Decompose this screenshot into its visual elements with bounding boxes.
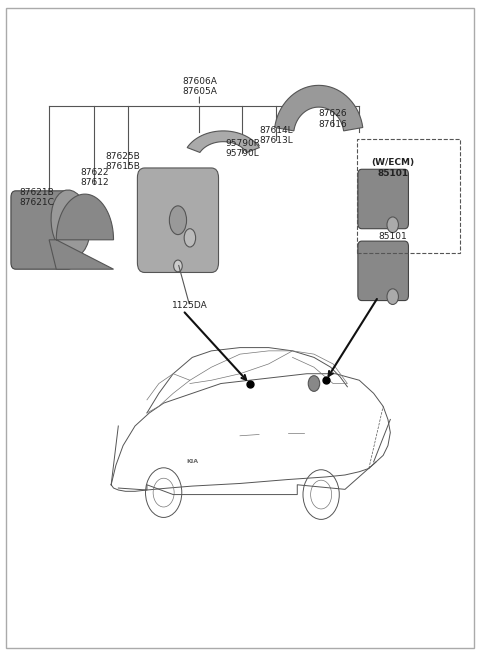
FancyBboxPatch shape: [137, 168, 218, 272]
Text: 85101: 85101: [378, 232, 407, 241]
Text: (W/ECM)
85101: (W/ECM) 85101: [371, 158, 414, 178]
FancyBboxPatch shape: [358, 169, 408, 229]
Text: 87625B
87615B: 87625B 87615B: [106, 152, 141, 171]
PathPatch shape: [49, 194, 114, 269]
Ellipse shape: [387, 217, 398, 233]
PathPatch shape: [187, 131, 259, 152]
PathPatch shape: [275, 85, 363, 131]
FancyBboxPatch shape: [358, 241, 408, 300]
Ellipse shape: [174, 260, 182, 272]
Ellipse shape: [308, 376, 320, 392]
Ellipse shape: [387, 289, 398, 304]
FancyBboxPatch shape: [11, 191, 73, 269]
Text: 95790R
95790L: 95790R 95790L: [225, 138, 260, 158]
Text: KIA: KIA: [186, 459, 198, 464]
Text: 87626
87616: 87626 87616: [319, 110, 348, 129]
Ellipse shape: [184, 229, 196, 247]
Text: 1125DA: 1125DA: [172, 300, 208, 310]
Ellipse shape: [51, 190, 90, 257]
Text: 87606A
87605A: 87606A 87605A: [182, 77, 217, 96]
Text: 87622
87612: 87622 87612: [80, 168, 109, 188]
Ellipse shape: [169, 206, 187, 235]
Text: 87614L
87613L: 87614L 87613L: [259, 125, 293, 145]
Text: 87621B
87621C: 87621B 87621C: [20, 188, 55, 207]
